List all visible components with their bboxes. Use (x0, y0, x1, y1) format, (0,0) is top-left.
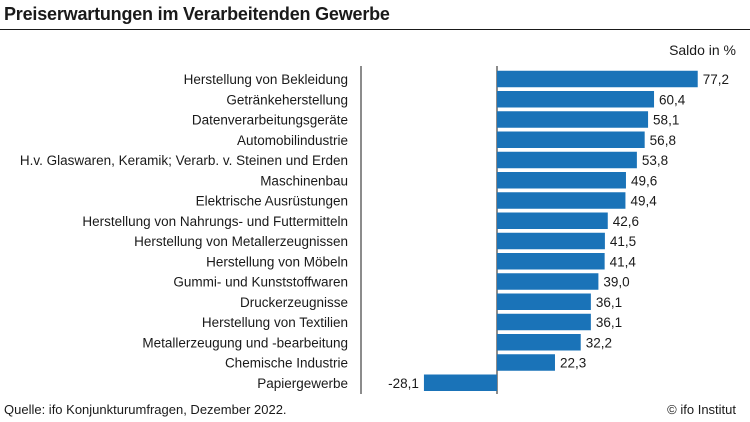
title-divider (0, 29, 750, 30)
copyright-note: © ifo Institut (667, 402, 736, 417)
category-label: Herstellung von Textilien (202, 315, 348, 330)
category-label: Gummi- und Kunststoffwaren (173, 275, 348, 290)
category-label: Papiergewerbe (257, 376, 348, 391)
value-label: 49,6 (631, 173, 657, 188)
value-label: -28,1 (388, 376, 419, 391)
value-label: 60,4 (659, 92, 686, 107)
category-label: Metallerzeugung und -bearbeitung (142, 335, 348, 350)
value-label: 36,1 (596, 315, 622, 330)
unit-label: Saldo in % (669, 42, 736, 58)
bar (423, 374, 497, 391)
category-label: Chemische Industrie (225, 356, 348, 371)
value-label: 42,6 (613, 214, 639, 229)
category-label: Datenverarbeitungsgeräte (192, 113, 348, 128)
value-label: 36,1 (596, 295, 622, 310)
bar (497, 151, 637, 169)
value-label: 49,4 (630, 194, 657, 209)
value-label: 32,2 (586, 335, 612, 350)
category-label: Herstellung von Möbeln (206, 254, 348, 269)
chart-title: Preiserwartungen im Verarbeitenden Gewer… (4, 4, 390, 24)
bar (497, 91, 655, 108)
category-label: Herstellung von Bekleidung (184, 72, 348, 87)
value-label: 58,1 (653, 113, 679, 128)
category-label: Elektrische Ausrüstungen (196, 194, 348, 209)
value-label: 41,4 (610, 254, 637, 269)
category-label: Druckerzeugnisse (240, 295, 348, 310)
bar (497, 354, 555, 371)
bar (497, 111, 649, 128)
category-label: H.v. Glaswaren, Keramik; Verarb. v. Stei… (20, 153, 348, 168)
bar (497, 192, 626, 209)
source-note: Quelle: ifo Konjunkturumfragen, Dezember… (4, 402, 287, 417)
bar (497, 273, 599, 290)
bar (497, 232, 605, 250)
category-label: Herstellung von Nahrungs- und Futtermitt… (82, 214, 348, 229)
category-label: Getränkeherstellung (226, 92, 348, 107)
bar (497, 131, 645, 148)
value-label: 53,8 (642, 153, 668, 168)
bar (497, 313, 591, 331)
value-label: 22,3 (560, 356, 586, 371)
value-label: 56,8 (650, 133, 676, 148)
bar (497, 70, 698, 88)
value-label: 39,0 (603, 275, 629, 290)
bar (497, 334, 581, 351)
bar (497, 293, 591, 310)
category-label: Maschinenbau (260, 173, 348, 188)
bar (497, 212, 608, 229)
bar (497, 253, 605, 270)
category-label: Herstellung von Metallerzeugnissen (134, 234, 348, 249)
category-label: Automobilindustrie (237, 133, 348, 148)
value-label: 41,5 (610, 234, 636, 249)
bar (497, 172, 626, 189)
value-label: 77,2 (703, 72, 729, 87)
